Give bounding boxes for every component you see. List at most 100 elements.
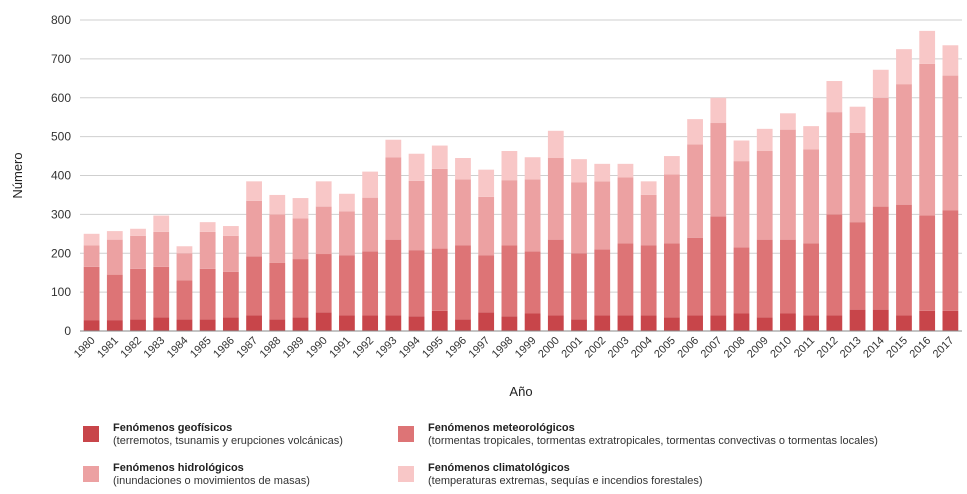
bar-segment xyxy=(896,204,912,316)
x-tick-label: 1989 xyxy=(281,335,307,361)
bar-segment xyxy=(478,196,495,256)
bar-segment xyxy=(547,315,564,331)
bar-segment xyxy=(780,239,796,314)
bar-segment xyxy=(339,193,355,212)
bar-segment xyxy=(339,211,355,256)
legend-swatch-meteorological xyxy=(398,426,414,442)
bar-segment xyxy=(710,315,727,331)
bar-segment xyxy=(501,245,518,317)
bar-segment xyxy=(803,126,820,150)
bar-segment xyxy=(269,262,286,320)
bar-segment xyxy=(617,177,634,244)
bar-segment xyxy=(408,180,425,251)
bar-segment xyxy=(896,49,912,85)
bar-segment xyxy=(547,130,564,158)
x-axis-label: Año xyxy=(509,384,532,399)
bar-segment xyxy=(431,310,448,331)
x-tick-label: 1997 xyxy=(467,335,493,361)
bar-segment xyxy=(849,132,866,223)
x-tick-label: 1983 xyxy=(142,335,168,361)
bar-segment xyxy=(640,181,657,195)
x-tick-label: 1994 xyxy=(397,335,423,361)
bar-segment xyxy=(687,315,703,331)
bar-segment xyxy=(872,97,889,207)
bar-segment xyxy=(919,63,936,216)
legend-desc-climatological: (temperaturas extremas, sequías e incend… xyxy=(428,475,703,487)
x-tick-label: 2008 xyxy=(722,335,748,361)
x-tick-label: 2002 xyxy=(583,335,609,361)
x-tick-label: 2005 xyxy=(652,335,678,361)
bar-segment xyxy=(292,198,309,219)
x-tick-label: 1982 xyxy=(118,335,144,361)
bar-segment xyxy=(106,231,123,240)
x-tick-label: 1988 xyxy=(258,335,284,361)
x-tick-label: 2000 xyxy=(536,335,562,361)
x-tick-label: 2011 xyxy=(792,335,817,360)
bar-segment xyxy=(83,233,100,246)
x-tick-label: 2006 xyxy=(675,335,701,361)
bar-segment xyxy=(594,163,611,182)
bar-segment xyxy=(501,151,518,181)
x-tick-label: 1998 xyxy=(490,335,516,361)
x-tick-label: 2009 xyxy=(745,335,771,361)
bar-segment xyxy=(640,194,657,246)
legend-swatch-geophysical xyxy=(83,426,99,442)
bar-segment xyxy=(826,315,843,331)
bar-segment xyxy=(942,310,959,331)
x-tick-label: 2004 xyxy=(629,335,655,361)
bar-segment xyxy=(385,139,402,158)
bar-segment xyxy=(385,239,402,316)
legend-item-meteorological: Fenómenos meteorológicos (tormentas trop… xyxy=(398,422,878,448)
bar-segment xyxy=(362,171,379,198)
bar-segment xyxy=(524,179,541,252)
bar-segment xyxy=(153,266,170,318)
bar-segment xyxy=(292,218,309,260)
bar-segment xyxy=(733,313,750,331)
bar-segment xyxy=(222,226,239,236)
bar-segment xyxy=(385,315,402,331)
bar-segment xyxy=(687,237,703,316)
x-tick-label: 2012 xyxy=(815,335,841,361)
bar-segment xyxy=(130,228,146,236)
bar-segment xyxy=(83,320,100,331)
bar-segment xyxy=(756,128,773,152)
bar-segment xyxy=(431,145,448,169)
bar-segment xyxy=(339,255,355,316)
bar-segment xyxy=(199,222,216,232)
bar-segment xyxy=(246,200,262,257)
bar-segment xyxy=(269,194,286,215)
bar-segment xyxy=(176,280,193,320)
bar-segment xyxy=(408,153,425,181)
bar-segment xyxy=(942,75,959,211)
bar-segment xyxy=(455,319,471,331)
bar-segment xyxy=(942,45,959,76)
bar-segment xyxy=(733,247,750,314)
bar-segment xyxy=(246,256,262,316)
x-tick-label: 2003 xyxy=(606,335,632,361)
x-tick-label: 1992 xyxy=(350,335,376,361)
legend-label-meteorological: Fenómenos meteorológicos xyxy=(428,422,575,434)
x-tick-label: 2013 xyxy=(838,335,864,361)
bar-segment xyxy=(408,250,425,317)
bar-segment xyxy=(872,309,889,331)
legend-item-hydrological: Fenómenos hidrológicos (inundaciones o m… xyxy=(83,462,310,488)
bar-segment xyxy=(617,163,634,178)
bar-segment xyxy=(663,156,680,175)
y-tick-label: 700 xyxy=(51,52,71,66)
bar-segment xyxy=(292,259,309,318)
x-tick-label: 1985 xyxy=(188,335,214,361)
x-tick-label: 1990 xyxy=(304,335,330,361)
bar-segment xyxy=(199,268,216,320)
legend-label-climatological: Fenómenos climatológicos xyxy=(428,462,570,474)
bar-segment xyxy=(222,271,239,318)
bar-segment xyxy=(408,316,425,331)
bar-segment xyxy=(756,317,773,331)
bar-segment xyxy=(176,246,193,254)
bar-segment xyxy=(640,245,657,316)
bar-segment xyxy=(547,239,564,316)
bar-segment xyxy=(130,268,146,320)
bar-segment xyxy=(385,157,402,240)
y-tick-label: 0 xyxy=(64,324,71,338)
bar-segment xyxy=(130,235,146,269)
